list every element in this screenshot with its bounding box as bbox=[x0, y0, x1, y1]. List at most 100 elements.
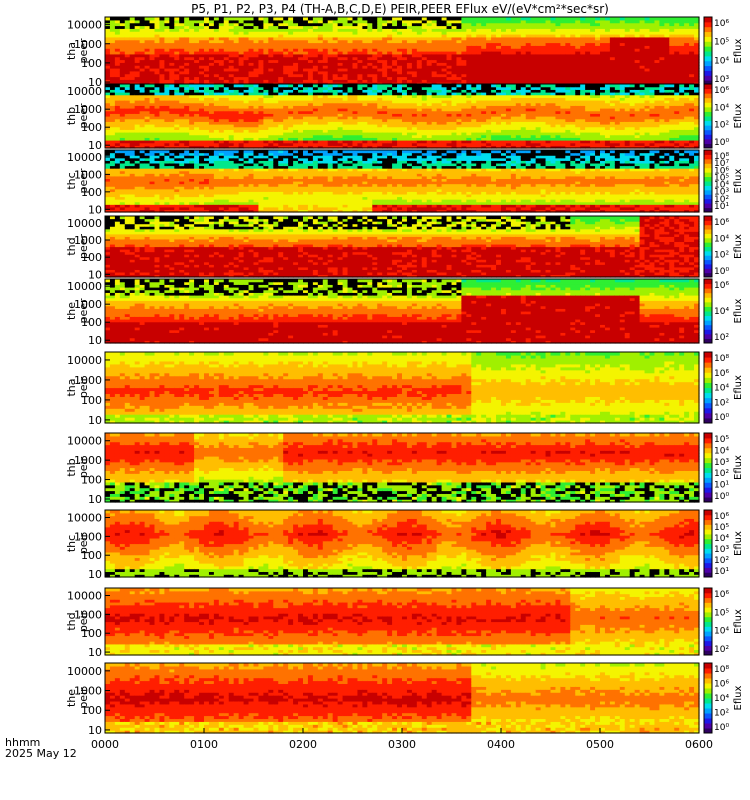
spectrogram-cell bbox=[511, 17, 517, 20]
colorbar-tick-label: 10⁶ bbox=[714, 19, 729, 29]
spectrogram-cell bbox=[318, 17, 324, 20]
panel-instrument-label: peer bbox=[77, 38, 90, 64]
spectrogram-cell bbox=[531, 17, 537, 20]
spectrogram-cell bbox=[313, 17, 319, 20]
spectrogram-cell bbox=[600, 17, 606, 20]
spectrogram-cell bbox=[204, 17, 210, 20]
spectrogram-cell bbox=[209, 17, 215, 20]
spectrogram-cell bbox=[293, 17, 299, 20]
spectrogram-cell bbox=[357, 17, 363, 20]
spectrogram-cell bbox=[486, 17, 492, 20]
spectrogram-cell bbox=[447, 17, 453, 20]
spectrogram-cell bbox=[229, 17, 235, 20]
spectrogram-cell bbox=[526, 17, 532, 20]
spectrogram-cell bbox=[610, 17, 616, 20]
colorbar-segment bbox=[704, 46, 712, 51]
spectrogram-cell bbox=[615, 17, 621, 20]
spectrogram-cell bbox=[224, 17, 230, 20]
spectrogram-cell bbox=[362, 17, 368, 20]
spectrogram-cell bbox=[501, 17, 507, 20]
spectrogram-cell bbox=[659, 17, 665, 20]
spectrogram-cell bbox=[372, 17, 378, 20]
spectrogram-cell bbox=[402, 17, 408, 20]
spectrogram-cell bbox=[516, 17, 522, 20]
spectrogram-cell bbox=[580, 17, 586, 20]
spectrogram-cell bbox=[650, 17, 656, 20]
spectrogram-cell bbox=[249, 17, 255, 20]
spectrogram-cell bbox=[199, 17, 205, 20]
spectrogram-cell bbox=[288, 17, 294, 20]
spectrogram-cell bbox=[630, 17, 636, 20]
spectrogram-cell bbox=[541, 17, 547, 20]
spectrogram-cell bbox=[283, 17, 289, 20]
spectrogram-cell bbox=[397, 17, 403, 20]
spectrogram-cell bbox=[560, 17, 566, 20]
spectrogram-cell bbox=[184, 17, 190, 20]
spectrogram-cell bbox=[164, 17, 170, 20]
spectrogram-cell bbox=[303, 17, 309, 20]
spectrogram-cell bbox=[521, 17, 527, 20]
colorbar-segment bbox=[704, 61, 712, 66]
spectrogram-cell bbox=[323, 17, 329, 20]
spectrogram-cell bbox=[595, 17, 601, 20]
spectrogram-cell bbox=[506, 17, 512, 20]
colorbar-tick-label: 10⁴ bbox=[714, 56, 729, 66]
spectrogram-cell bbox=[471, 17, 477, 20]
spectrogram-cell bbox=[437, 17, 443, 20]
spectrogram-cell bbox=[348, 17, 354, 20]
spectrogram-cell bbox=[466, 17, 472, 20]
spectrogram-cell bbox=[432, 17, 438, 20]
spectrogram-cell bbox=[664, 17, 670, 20]
spectrogram-cell bbox=[333, 17, 339, 20]
spectrogram-cell bbox=[338, 17, 344, 20]
spectrogram-cell bbox=[442, 17, 448, 20]
spectrogram-cell bbox=[551, 17, 557, 20]
spectrogram-cell bbox=[412, 17, 418, 20]
spectrogram-cell bbox=[169, 17, 175, 20]
spectrogram-cell bbox=[273, 17, 279, 20]
spectrogram-cell bbox=[219, 17, 225, 20]
colorbar-segment bbox=[704, 17, 712, 22]
spectrogram-cell bbox=[150, 17, 156, 20]
spectrogram-cell bbox=[575, 17, 581, 20]
spectrogram-panel: 10100100010000thb peer10⁶10⁴10²10⁰Eflux bbox=[65, 84, 744, 152]
spectrogram-cell bbox=[258, 17, 264, 20]
colorbar: 10⁶ 10⁵ 10⁴ 10³ Eflux bbox=[704, 17, 744, 86]
spectrogram-cell bbox=[481, 17, 487, 20]
spectrogram-cell bbox=[536, 17, 542, 20]
spectrogram-cell bbox=[590, 17, 596, 20]
spectrogram-cell bbox=[328, 17, 334, 20]
spectrogram-cell bbox=[155, 17, 161, 20]
spectrogram-cell bbox=[417, 17, 423, 20]
spectrogram-cell bbox=[625, 17, 631, 20]
spectrogram-cell bbox=[263, 17, 269, 20]
colorbar-segment bbox=[704, 36, 712, 41]
figure-title: P5, P1, P2, P3, P4 (TH-A,B,C,D,E) PEIR,P… bbox=[191, 2, 609, 16]
spectrogram-cell bbox=[244, 17, 250, 20]
spectrogram-cell bbox=[422, 17, 428, 20]
spectrogram-cell bbox=[343, 17, 349, 20]
spectrogram-cell bbox=[278, 17, 284, 20]
spectrogram-cell bbox=[377, 17, 383, 20]
spectrogram-cell bbox=[140, 17, 146, 20]
spectrogram-cell bbox=[145, 17, 151, 20]
spectrogram-cell bbox=[110, 17, 116, 20]
y-tick-label: 10000 bbox=[67, 19, 102, 32]
colorbar-tick-label: 10⁵ bbox=[714, 38, 729, 48]
colorbar-segment bbox=[704, 70, 712, 75]
spectrogram-cell bbox=[159, 17, 165, 20]
spectrogram-cell bbox=[268, 17, 274, 20]
spectrogram-cell bbox=[125, 17, 131, 20]
colorbar-segment bbox=[704, 75, 712, 80]
spectrogram-cell bbox=[105, 17, 111, 20]
spectrogram-cell bbox=[689, 17, 695, 20]
spectrogram-cell bbox=[476, 17, 482, 20]
spectrogram-cell bbox=[214, 17, 220, 20]
colorbar-tick-label: 10³ bbox=[714, 75, 729, 85]
spectrogram-cell bbox=[620, 17, 626, 20]
spectrogram-cell bbox=[189, 17, 195, 20]
spectrogram-cell bbox=[669, 17, 675, 20]
spectrogram-cell bbox=[456, 17, 462, 20]
colorbar-label: Eflux bbox=[733, 38, 744, 63]
